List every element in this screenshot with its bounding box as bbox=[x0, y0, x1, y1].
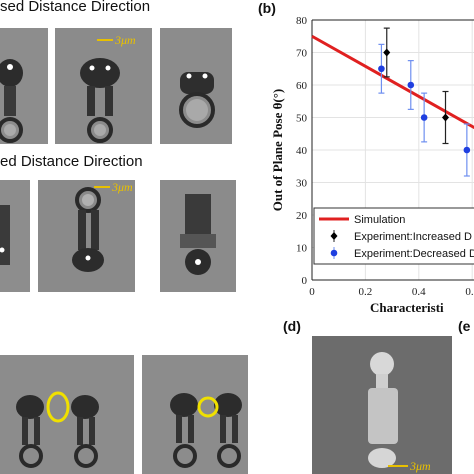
scale-bar-d-label: 3μm bbox=[409, 459, 431, 473]
point-decreased bbox=[378, 65, 385, 73]
legend-label-increased: Experiment:Increased D bbox=[354, 231, 472, 243]
y-tick-label: 20 bbox=[296, 210, 308, 222]
chart-out-of-plane-pose: 0 10 20 30 40 50 60 70 80 0 0.2 0.4 0.6 Out of Plane … bbox=[270, 15, 474, 315]
micrograph-c-2 bbox=[142, 355, 248, 474]
y-tick-label: 30 bbox=[296, 178, 308, 190]
micrograph-decreased-3 bbox=[160, 180, 236, 292]
scale-bar-a-bottom-label: 3μm bbox=[111, 180, 133, 194]
panel-label-d: (d) bbox=[283, 318, 301, 334]
point-decreased bbox=[407, 81, 415, 89]
simulation-line bbox=[311, 34, 474, 130]
y-axis-label: Out of Plane Pose θ(°) bbox=[270, 89, 285, 211]
micrograph-increased-3 bbox=[160, 28, 232, 144]
point-increased bbox=[383, 48, 391, 57]
x-tick-label: 0.2 bbox=[359, 286, 373, 298]
point-decreased bbox=[463, 146, 471, 154]
y-tick-label: 40 bbox=[296, 145, 308, 157]
x-tick-label: 0 bbox=[309, 286, 315, 298]
legend-label-simulation: Simulation bbox=[354, 214, 405, 226]
y-tick-label: 50 bbox=[296, 113, 308, 125]
y-tick-label: 80 bbox=[296, 15, 308, 27]
heading-increased-direction: sed Distance Direction bbox=[0, 0, 151, 15]
micrograph-c-1 bbox=[0, 355, 134, 474]
panel-label-e: (e bbox=[458, 318, 471, 334]
scale-bar-a-bottom: 3μm bbox=[94, 180, 133, 194]
legend-label-decreased: Experiment:Decreased D bbox=[354, 248, 474, 260]
scale-bar-a-top-label: 3μm bbox=[114, 33, 136, 47]
sem-image-d: 3μm bbox=[312, 336, 452, 474]
x-tick-label: 0.6 bbox=[465, 286, 474, 298]
y-tick-label: 10 bbox=[296, 243, 308, 255]
point-decreased bbox=[420, 114, 428, 121]
scale-bar-a-top: 3μm bbox=[97, 33, 136, 47]
legend-box bbox=[313, 207, 474, 265]
micrograph-decreased-2 bbox=[38, 180, 135, 292]
y-tick-label: 70 bbox=[296, 48, 308, 60]
y-tick-label: 60 bbox=[296, 80, 308, 92]
y-tick-label: 0 bbox=[302, 275, 308, 287]
panel-label-b: (b) bbox=[258, 0, 276, 16]
legend-swatch-decreased bbox=[330, 249, 338, 257]
point-increased bbox=[442, 113, 449, 122]
micrograph-increased-1 bbox=[0, 28, 48, 144]
micrograph-decreased-1 bbox=[0, 180, 30, 292]
heading-decreased-direction: ed Distance Direction bbox=[0, 153, 143, 170]
legend-swatch-increased bbox=[330, 232, 338, 240]
micrograph-increased-2 bbox=[55, 28, 152, 144]
x-tick-label: 0.4 bbox=[412, 286, 426, 298]
x-axis-label: Characteristi bbox=[370, 300, 444, 315]
